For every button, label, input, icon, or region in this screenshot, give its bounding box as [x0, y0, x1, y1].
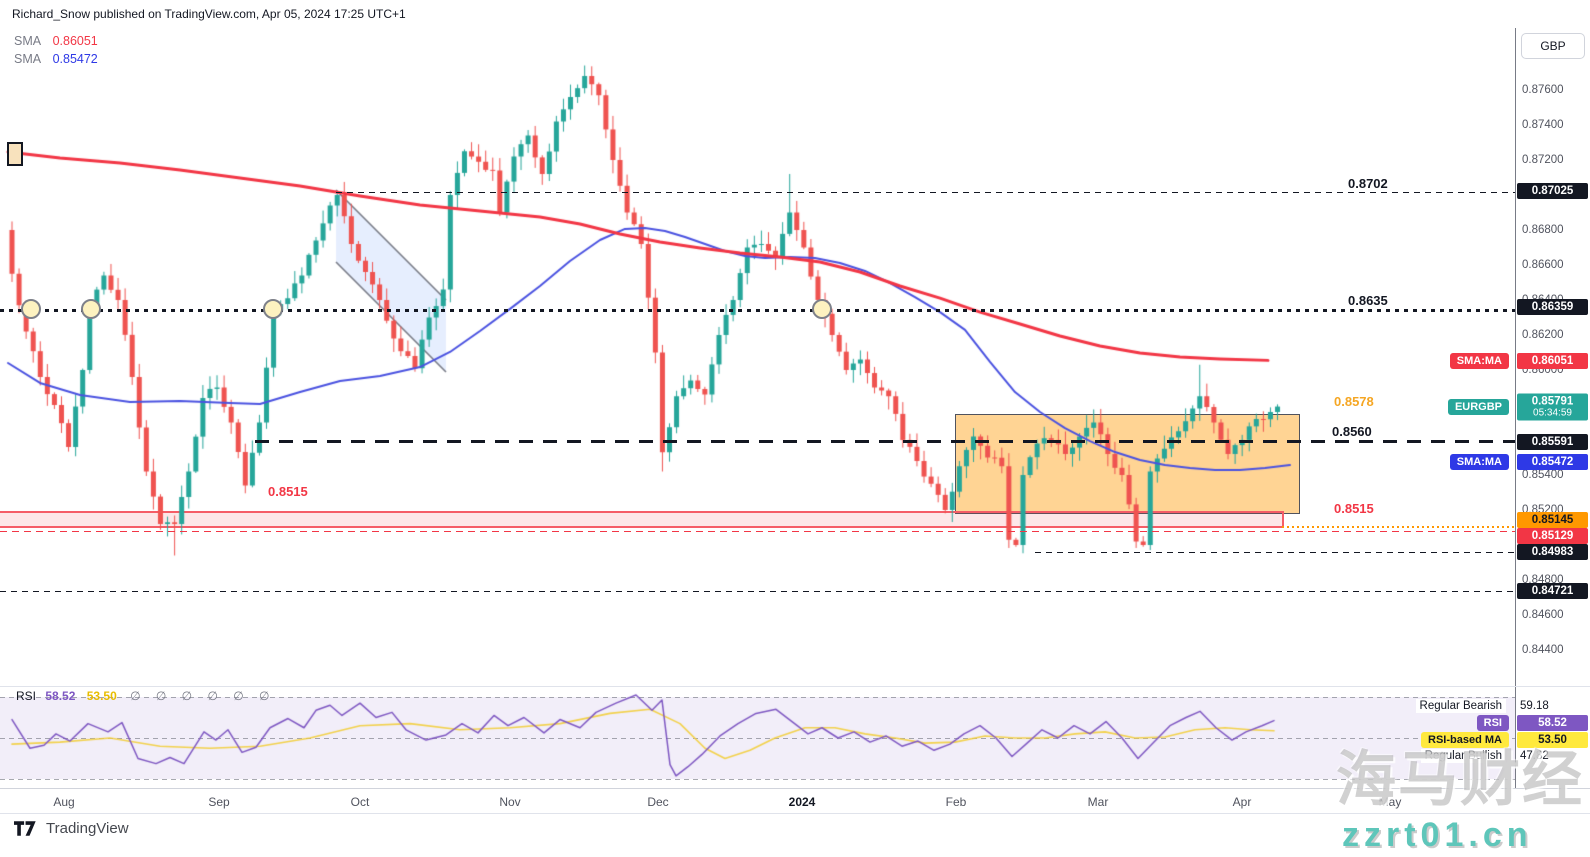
price-value-chip: 0.86051	[1517, 353, 1588, 370]
price-tick-label: 0.87600	[1522, 84, 1564, 96]
tradingview-brand-text: TradingView	[46, 820, 129, 837]
watermark-site-text: zzrt01.cn	[1342, 816, 1533, 854]
level-0-8560[interactable]	[255, 440, 1515, 443]
rsi-row-label: RSI-based MA	[1421, 732, 1509, 748]
price-tick-label: 0.84400	[1522, 644, 1564, 656]
time-axis[interactable]	[0, 788, 1590, 814]
rsi-row-label: Regular Bullish	[1420, 749, 1506, 763]
rsi-divergence-icons: ∅ ∅ ∅ ∅ ∅ ∅	[130, 689, 276, 703]
price-tick-label: 0.87400	[1522, 119, 1564, 131]
time-axis-label-may: May	[1378, 795, 1402, 809]
rsi-row-value: 58.52	[1517, 715, 1588, 731]
price-value-chip: 0.85791 05:34:59	[1517, 393, 1588, 421]
currency-toggle-button[interactable]: GBP	[1521, 33, 1585, 59]
time-axis-label-dec: Dec	[647, 795, 669, 809]
rsi-row-value: 59.18	[1520, 700, 1549, 712]
level-0-85145[interactable]	[1282, 526, 1515, 528]
level-touch-circle-marker[interactable]	[21, 298, 41, 319]
sma-ma-series-tag: SMA:MA	[1449, 353, 1509, 370]
price-value-chip: 0.84721	[1517, 583, 1588, 599]
level-0-84721[interactable]	[0, 591, 1515, 592]
pane-separator[interactable]	[0, 686, 1590, 687]
time-axis-label-mar: Mar	[1087, 795, 1109, 809]
time-axis-label-feb: Feb	[945, 795, 967, 809]
price-tick-label: 0.87200	[1522, 154, 1564, 166]
price-axis-border	[1515, 28, 1516, 812]
price-value-chip: 0.84983	[1517, 544, 1588, 560]
time-axis-label-nov: Nov	[499, 795, 521, 809]
sma-slow-legend-value: 0.86051	[52, 34, 98, 48]
rsi-legend[interactable]: RSI 58.52 53.50 ∅ ∅ ∅ ∅ ∅ ∅	[16, 689, 276, 703]
rsi-row-label: RSI	[1476, 715, 1509, 731]
sma-fast-legend-label: SMA	[14, 52, 42, 66]
time-axis-label-apr: Apr	[1232, 795, 1252, 809]
alert-label-8578: 0.8578	[1334, 394, 1374, 409]
level-touch-circle-marker[interactable]	[263, 298, 283, 319]
rsi-ma-legend-value: 53.50	[86, 689, 117, 703]
time-axis-label-2024: 2024	[788, 795, 816, 809]
tradingview-brand[interactable]: TradingView	[14, 820, 129, 837]
level-touch-circle-marker[interactable]	[812, 298, 832, 319]
resistance-label-8702: 0.8702	[1348, 176, 1388, 191]
price-value-chip: 0.85129	[1517, 528, 1588, 544]
bar-countdown: 05:34:59	[1533, 407, 1572, 419]
price-value-chip: 0.85472	[1517, 454, 1588, 471]
pivot-label-8560: 0.8560	[1332, 424, 1372, 439]
time-axis-label-oct: Oct	[350, 795, 370, 809]
level-0-85129[interactable]	[0, 531, 1515, 532]
price-value-chip: 0.87025	[1517, 182, 1588, 199]
time-axis-label-sep: Sep	[208, 795, 230, 809]
eurgbp-series-tag: EURGBP	[1447, 398, 1509, 415]
level-0-8635[interactable]	[0, 308, 1515, 312]
support-label-8515-left: 0.8515	[268, 484, 308, 499]
support-label-8515-right: 0.8515	[1334, 501, 1374, 516]
sma-fast-legend[interactable]: SMA 0.85472	[14, 52, 98, 66]
rsi-row-label: Regular Bearish	[1415, 699, 1506, 713]
drawing-anchor-box[interactable]	[7, 142, 23, 166]
sma-ma-series-tag: SMA:MA	[1449, 454, 1509, 471]
price-value-chip: 0.85591	[1517, 433, 1588, 450]
rsi-row-value: 53.50	[1517, 732, 1588, 748]
price-value-chip: 0.85145	[1517, 512, 1588, 528]
price-tick-label: 0.86600	[1522, 259, 1564, 271]
price-tick-label: 0.86200	[1522, 329, 1564, 341]
watermark-chinese-text: 海马财经	[1336, 746, 1584, 813]
rsi-row-value: 47.82	[1520, 750, 1549, 762]
time-axis-label-aug: Aug	[53, 795, 75, 809]
sma-fast-legend-value: 0.85472	[52, 52, 98, 66]
rsi-legend-value: 58.52	[45, 689, 76, 703]
resistance-label-8635: 0.8635	[1348, 293, 1388, 308]
price-tick-label: 0.86800	[1522, 224, 1564, 236]
rsi-legend-title: RSI	[16, 689, 37, 703]
level-touch-circle-marker[interactable]	[81, 298, 101, 319]
level-0-84983[interactable]	[1035, 552, 1515, 553]
sma-slow-legend-label: SMA	[14, 34, 42, 48]
level-0-8702[interactable]	[336, 191, 1515, 193]
tradingview-logo-icon	[14, 821, 36, 836]
price-tick-label: 0.85400	[1522, 469, 1564, 481]
price-value-chip: 0.86359	[1517, 299, 1588, 316]
price-tick-label: 0.84600	[1522, 609, 1564, 621]
sma-slow-legend[interactable]: SMA 0.86051	[14, 34, 98, 48]
